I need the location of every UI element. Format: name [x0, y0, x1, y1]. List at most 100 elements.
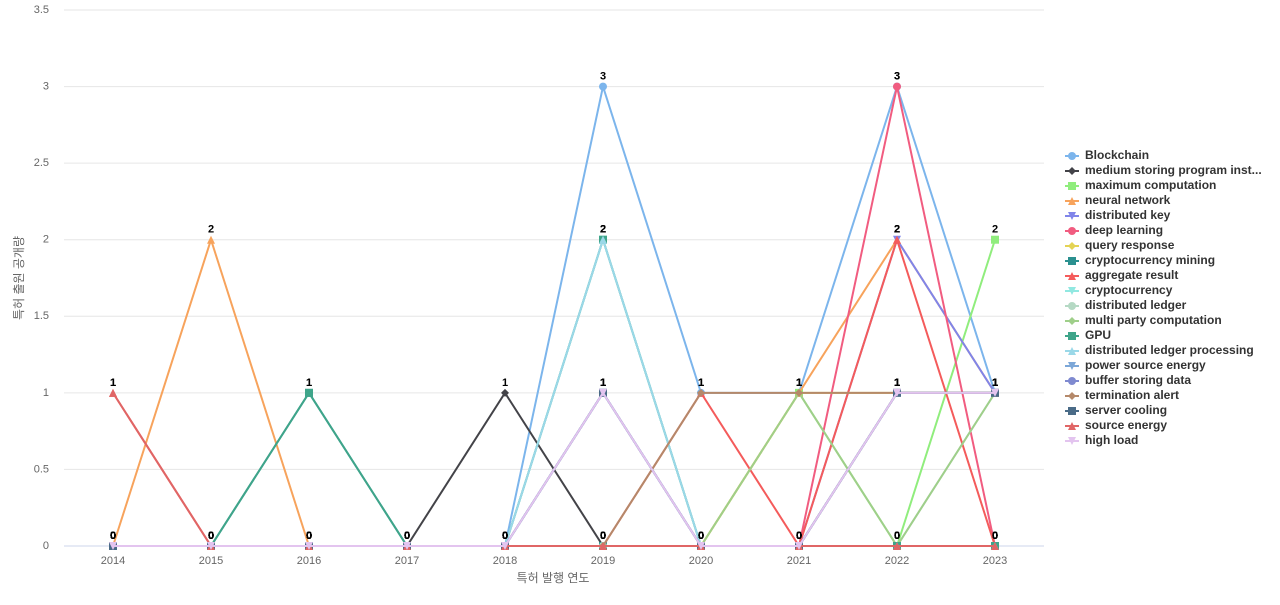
- data-label: 0: [600, 530, 606, 542]
- data-label: 0: [208, 530, 214, 542]
- x-tick-label: 2014: [101, 555, 125, 567]
- data-label: 0: [600, 530, 606, 542]
- data-label: 0: [502, 530, 508, 542]
- legend-label: cryptocurrency: [1085, 283, 1173, 297]
- point: [599, 542, 607, 550]
- data-label: 0: [306, 530, 312, 542]
- legend-marker: [1068, 167, 1076, 175]
- data-label: 0: [404, 530, 410, 542]
- data-label: 0: [110, 530, 116, 542]
- legend-marker: [1068, 272, 1076, 280]
- data-label: 0: [306, 530, 312, 542]
- data-label: 2: [208, 224, 214, 236]
- data-label: 0: [698, 530, 704, 542]
- legend-label: power source energy: [1085, 358, 1206, 372]
- data-label: 0: [992, 530, 998, 542]
- data-label: 1: [698, 377, 704, 389]
- data-label: 0: [698, 530, 704, 542]
- data-label: 0: [110, 530, 116, 542]
- data-label: 0: [404, 530, 410, 542]
- data-label: 2: [894, 224, 900, 236]
- legend-marker: [1068, 152, 1076, 160]
- point: [697, 542, 705, 550]
- data-label: 0: [698, 530, 704, 542]
- x-tick-label: 2015: [199, 555, 223, 567]
- point: [501, 542, 509, 550]
- y-tick-label: 2.5: [34, 157, 49, 169]
- data-label: 1: [992, 377, 998, 389]
- point: [305, 542, 313, 550]
- point: [599, 82, 607, 91]
- data-label: 0: [110, 530, 116, 542]
- data-label: 0: [502, 530, 508, 542]
- data-label: 0: [208, 530, 214, 542]
- data-label: 1: [600, 377, 606, 389]
- legend-label: neural network: [1085, 193, 1171, 207]
- data-label: 0: [796, 530, 802, 542]
- data-label: 0: [502, 530, 508, 542]
- data-label: 0: [306, 530, 312, 542]
- data-label: 0: [796, 530, 802, 542]
- data-label: 0: [992, 530, 998, 542]
- data-label: 0: [208, 530, 214, 542]
- data-label: 1: [992, 377, 998, 389]
- legend-marker: [1068, 422, 1076, 430]
- data-label: 1: [110, 377, 116, 389]
- data-label: 0: [306, 530, 312, 542]
- data-label: 0: [796, 530, 802, 542]
- data-label: 0: [208, 530, 214, 542]
- point: [599, 388, 607, 397]
- legend-label: maximum computation: [1085, 178, 1216, 192]
- data-label: 0: [208, 530, 214, 542]
- point: [991, 235, 999, 244]
- data-label: 0: [796, 530, 802, 542]
- data-label: 0: [502, 530, 508, 542]
- data-label: 0: [404, 530, 410, 542]
- data-label: 0: [208, 530, 214, 542]
- data-label: 0: [110, 530, 116, 542]
- data-label: 0: [208, 530, 214, 542]
- legend-label: source energy: [1085, 418, 1167, 432]
- data-label: 0: [404, 530, 410, 542]
- data-label: 0: [992, 530, 998, 542]
- data-label: 1: [894, 377, 900, 389]
- data-label: 3: [894, 70, 900, 82]
- data-label: 0: [306, 530, 312, 542]
- legend-label: termination alert: [1085, 388, 1179, 402]
- legend-label: aggregate result: [1085, 268, 1178, 282]
- data-label: 1: [894, 377, 900, 389]
- data-label: 0: [600, 530, 606, 542]
- legend-marker: [1068, 242, 1076, 250]
- point: [991, 542, 999, 550]
- data-label: 0: [894, 530, 900, 542]
- legend-marker: [1068, 212, 1076, 220]
- data-label: 0: [698, 530, 704, 542]
- x-tick-label: 2018: [493, 555, 517, 567]
- data-label: 0: [110, 530, 116, 542]
- data-label: 0: [404, 530, 410, 542]
- data-label: 0: [796, 530, 802, 542]
- legend-label: query response: [1085, 238, 1175, 252]
- data-label: 0: [698, 530, 704, 542]
- data-label: 0: [502, 530, 508, 542]
- data-label: 1: [992, 377, 998, 389]
- point: [305, 388, 313, 397]
- data-label: 0: [502, 530, 508, 542]
- data-label: 0: [306, 530, 312, 542]
- data-label: 0: [404, 530, 410, 542]
- data-label: 0: [110, 530, 116, 542]
- data-label: 0: [698, 530, 704, 542]
- data-label: 0: [796, 530, 802, 542]
- y-tick-label: 0: [43, 540, 49, 552]
- data-label: 0: [208, 530, 214, 542]
- data-label: 0: [110, 530, 116, 542]
- data-label: 0: [110, 530, 116, 542]
- data-label: 1: [600, 377, 606, 389]
- data-label: 0: [502, 530, 508, 542]
- data-label: 0: [796, 530, 802, 542]
- legend-label: GPU: [1085, 328, 1111, 342]
- data-label: 1: [992, 377, 998, 389]
- point: [893, 235, 901, 244]
- data-label: 0: [600, 530, 606, 542]
- data-label: 0: [600, 530, 606, 542]
